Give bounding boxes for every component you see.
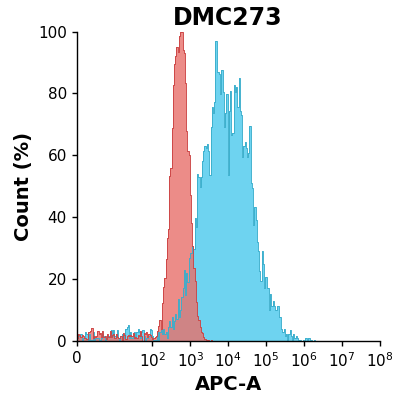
Y-axis label: Count (%): Count (%) xyxy=(14,132,33,241)
Title: DMC273: DMC273 xyxy=(173,6,283,30)
X-axis label: APC-A: APC-A xyxy=(195,376,262,394)
